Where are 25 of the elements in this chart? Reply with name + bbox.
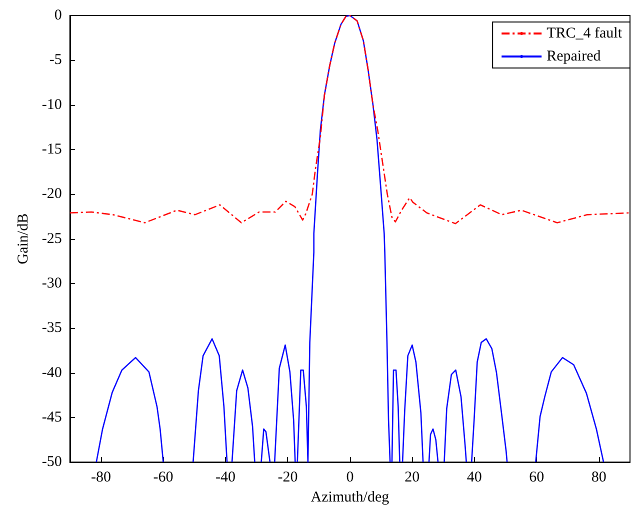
x-tick-label: 40 bbox=[466, 470, 482, 486]
x-tick-label: 60 bbox=[529, 470, 544, 486]
line-series bbox=[69, 14, 630, 224]
y-tick-label: -45 bbox=[42, 409, 62, 426]
x-tick-label: -40 bbox=[215, 470, 236, 486]
y-tick-label: -30 bbox=[42, 275, 62, 292]
y-tick-label: -50 bbox=[42, 454, 62, 470]
x-tick-label: 80 bbox=[591, 470, 606, 486]
x-tick-label: -80 bbox=[91, 470, 112, 486]
y-tick-label: -25 bbox=[42, 230, 62, 247]
x-tick-label: -60 bbox=[153, 470, 174, 486]
y-tick-label: -20 bbox=[42, 186, 62, 202]
x-tick-label: 20 bbox=[404, 470, 420, 486]
y-axis-title: Gain/dB bbox=[16, 213, 32, 264]
legend-label: Repaired bbox=[546, 48, 602, 64]
legend-label: TRC_4 fault bbox=[546, 26, 623, 42]
x-tick-label: -20 bbox=[278, 470, 298, 486]
y-tick-label: -35 bbox=[42, 320, 62, 336]
y-tick-label: -10 bbox=[42, 96, 62, 113]
x-tick-label: 0 bbox=[346, 470, 354, 486]
y-tick-label: -40 bbox=[42, 364, 62, 381]
y-tick-label: -15 bbox=[42, 141, 62, 158]
y-tick-label: 0 bbox=[54, 8, 62, 24]
y-tick-label: -5 bbox=[49, 52, 62, 68]
x-axis-title: Azimuth/deg bbox=[310, 490, 390, 506]
